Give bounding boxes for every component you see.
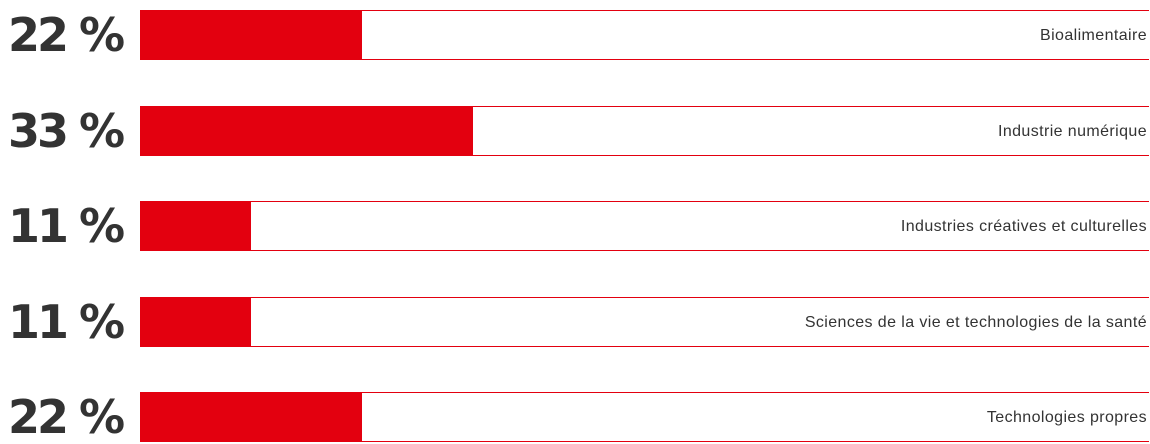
category-label: Technologies propres [986, 409, 1147, 426]
category-label: Industrie numérique [997, 122, 1147, 140]
category-label: Industries créatives et culturelles [900, 218, 1147, 235]
bar-row: 22 % Technologies propres [0, 392, 1150, 442]
bar-row: 33 % Industrie numérique [0, 103, 1150, 158]
bar-value-label: 33 % [8, 103, 125, 158]
bar [140, 11, 362, 59]
bar-track: Sciences de la vie et technologies de la… [140, 296, 1149, 347]
bar-value-label: 11 % [8, 199, 125, 253]
bar-track: Technologies propres [140, 392, 1149, 442]
bar-value-label: 22 % [8, 390, 125, 444]
bar [140, 202, 251, 250]
bar-value-label: 22 % [8, 8, 125, 62]
category-label: Bioalimentaire [1040, 27, 1147, 44]
bar-row: 22 % Bioalimentaire [0, 10, 1150, 60]
category-label: Sciences de la vie et technologies de la… [804, 313, 1147, 331]
bar-track: Industries créatives et culturelles [140, 201, 1149, 251]
bar-row: 11 % Industries créatives et culturelles [0, 201, 1150, 251]
bar-row: 11 % Sciences de la vie et technologies d… [0, 294, 1150, 349]
bar-value-label: 11 % [8, 294, 125, 349]
bar [140, 393, 362, 441]
bar-track: Industrie numérique [140, 105, 1149, 156]
bar [140, 297, 251, 346]
bar [140, 106, 473, 155]
bar-track: Bioalimentaire [140, 10, 1149, 60]
